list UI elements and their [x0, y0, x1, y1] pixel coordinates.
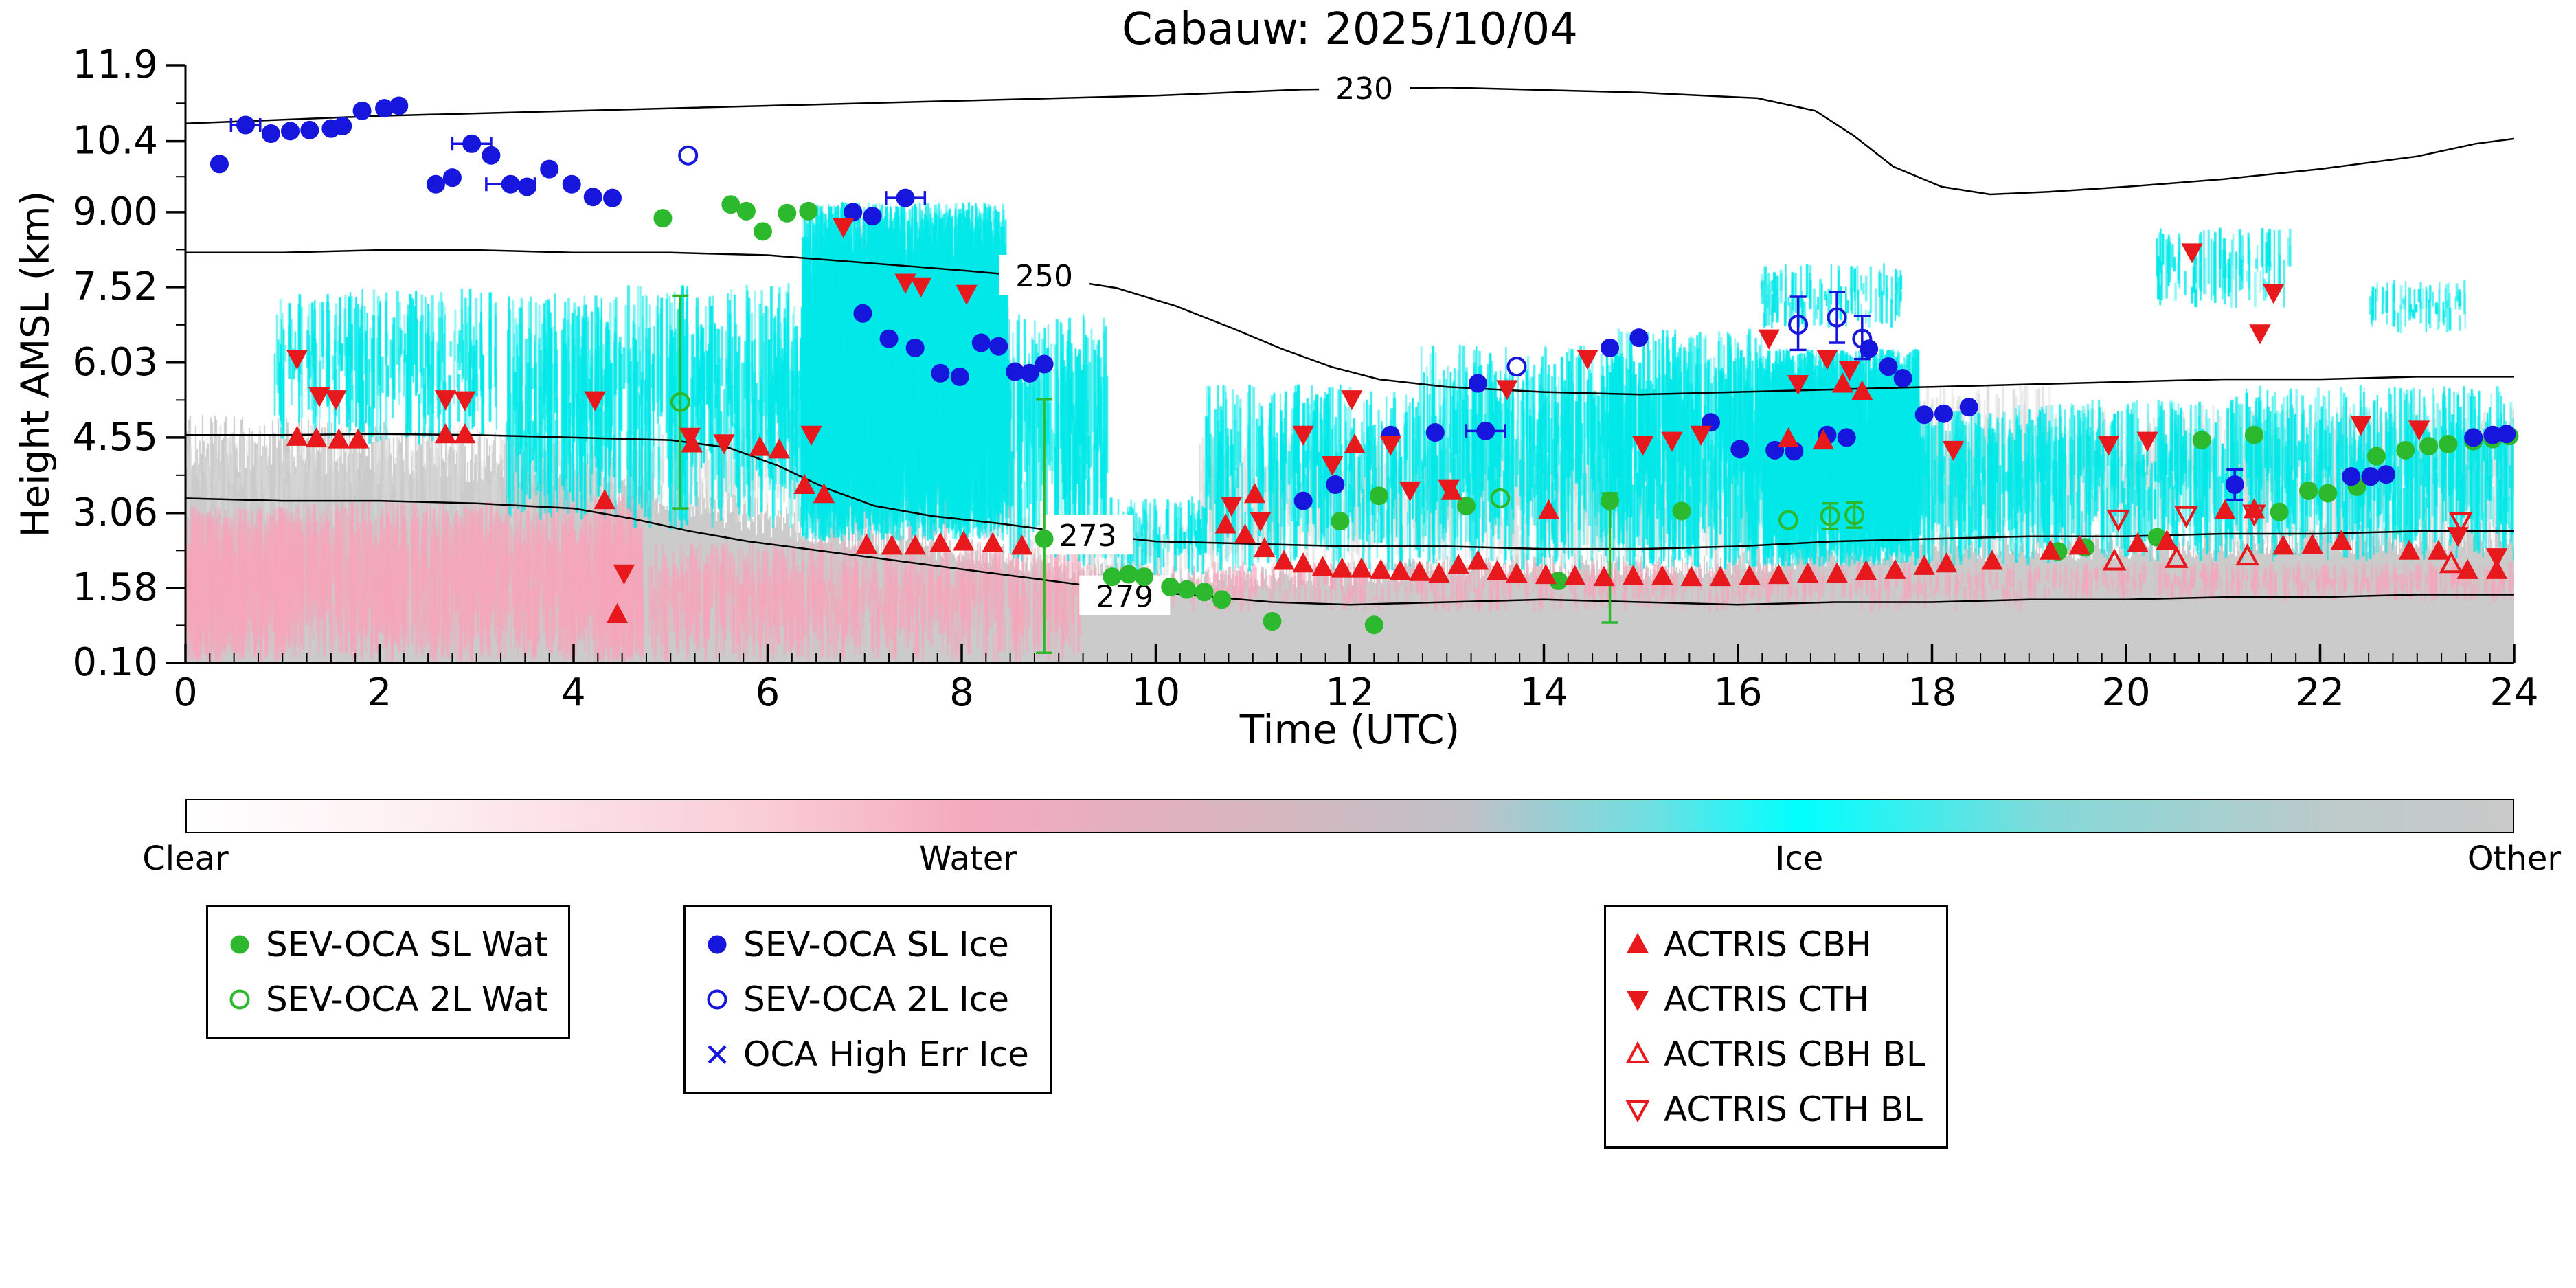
- svg-text:11.9: 11.9: [72, 43, 158, 87]
- colorbar-label-other: Other: [2467, 839, 2562, 878]
- legend-label-sev_oca_2l_wat: SEV-OCA 2L Wat: [266, 980, 548, 1019]
- contour-273: [185, 433, 2514, 550]
- legend-label-sev_oca_sl_ice: SEV-OCA SL Ice: [743, 925, 1009, 964]
- legend-item-sev_oca_2l_ice: SEV-OCA 2L Ice: [701, 972, 1029, 1027]
- svg-text:9.00: 9.00: [72, 190, 158, 234]
- legend-label-actris_cbh_bl: ACTRIS CBH BL: [1664, 1035, 1925, 1074]
- svg-text:10: 10: [1131, 670, 1180, 715]
- colorbar: [185, 799, 2514, 833]
- legend-box-3: ACTRIS CBH ACTRIS CTH ACTRIS CBH BL ACTRIS …: [1604, 905, 1948, 1149]
- legend-item-actris_cth: ACTRIS CTH: [1621, 972, 1925, 1027]
- legend-label-actris_cbh: ACTRIS CBH: [1664, 925, 1872, 964]
- svg-text:22: 22: [2296, 670, 2345, 715]
- legend-item-oca_high_err_ice: OCA High Err Ice: [701, 1027, 1029, 1082]
- svg-text:7.52: 7.52: [72, 264, 158, 309]
- colorbar-label-water: Water: [919, 839, 1017, 878]
- contour-label-250: 250: [1015, 259, 1073, 294]
- svg-text:14: 14: [1519, 670, 1568, 715]
- legend-label-oca_high_err_ice: OCA High Err Ice: [743, 1035, 1029, 1074]
- svg-text:12: 12: [1325, 670, 1374, 715]
- circle-filled-icon: [230, 935, 249, 954]
- contour-label-230: 230: [1335, 71, 1393, 106]
- series-sev_oca_2l_wat: [670, 294, 1864, 530]
- series-actris_cth: [286, 218, 2508, 585]
- legend-label-sev_oca_2l_ice: SEV-OCA 2L Ice: [743, 980, 1009, 1019]
- contour-250: [185, 249, 2514, 396]
- tri-up-filled-icon: [1627, 932, 1649, 953]
- legend-box-1: SEV-OCA SL Wat SEV-OCA 2L Wat: [206, 905, 571, 1039]
- x-axis-label: Time (UTC): [1239, 706, 1460, 753]
- chart-title: Cabauw: 2025/10/04: [1122, 4, 1578, 55]
- svg-text:0: 0: [173, 670, 198, 715]
- legend-item-sev_oca_2l_wat: SEV-OCA 2L Wat: [223, 972, 547, 1027]
- legend-item-actris_cth_bl: ACTRIS CTH BL: [1621, 1082, 1925, 1137]
- svg-text:20: 20: [2101, 670, 2150, 715]
- svg-text:2: 2: [368, 670, 392, 715]
- legend-label-actris_cth: ACTRIS CTH: [1664, 980, 1869, 1019]
- series-actris_cth_bl: [2106, 504, 2473, 534]
- circle-open-icon: [707, 989, 727, 1010]
- series-sev_oca_sl_wat: [653, 195, 2519, 655]
- colorbar-labels: Clear Water Ice Other: [142, 839, 2561, 881]
- svg-text:6: 6: [756, 670, 780, 715]
- tri-down-filled-icon: [1627, 991, 1649, 1012]
- legend-box-2: SEV-OCA SL Ice SEV-OCA 2L Ice OCA High Err…: [683, 905, 1052, 1094]
- legend-label-actris_cth_bl: ACTRIS CTH BL: [1664, 1089, 1923, 1129]
- tri-down-open-icon: [1625, 1100, 1650, 1123]
- svg-text:10.4: 10.4: [72, 119, 158, 163]
- svg-text:18: 18: [1908, 670, 1956, 715]
- circle-filled-icon: [708, 935, 727, 954]
- svg-text:0.10: 0.10: [72, 640, 158, 685]
- svg-text:8: 8: [949, 670, 974, 715]
- x-filled-icon: [708, 1045, 727, 1064]
- svg-text:24: 24: [2489, 670, 2538, 715]
- contour-label-273: 273: [1059, 519, 1117, 554]
- contour-279: [185, 497, 2514, 606]
- svg-text:3.06: 3.06: [72, 490, 158, 535]
- classification-field: [185, 65, 2514, 663]
- colorbar-label-ice: Ice: [1775, 839, 1824, 878]
- svg-text:16: 16: [1713, 670, 1762, 715]
- legend-item-sev_oca_sl_wat: SEV-OCA SL Wat: [223, 917, 547, 972]
- svg-text:4.55: 4.55: [72, 415, 158, 460]
- tri-up-open-icon: [1625, 1041, 1650, 1063]
- colorbar-label-clear: Clear: [142, 839, 229, 878]
- legend-item-sev_oca_sl_ice: SEV-OCA SL Ice: [701, 917, 1029, 972]
- svg-text:6.03: 6.03: [72, 340, 158, 385]
- legend-label-sev_oca_sl_wat: SEV-OCA SL Wat: [266, 925, 548, 964]
- series-sev_oca_2l_ice: [678, 145, 1873, 377]
- svg-text:4: 4: [561, 670, 586, 715]
- series-actris_cbh: [286, 372, 2508, 623]
- svg-text:1.58: 1.58: [72, 565, 158, 610]
- legend-item-actris_cbh: ACTRIS CBH: [1621, 917, 1925, 972]
- contour-230: [185, 87, 2515, 196]
- circle-open-icon: [229, 989, 250, 1010]
- legend-item-actris_cbh_bl: ACTRIS CBH BL: [1621, 1027, 1925, 1082]
- series-sev_oca_sl_ice: [210, 96, 2516, 510]
- series-actris_cbh_bl: [2102, 543, 2463, 574]
